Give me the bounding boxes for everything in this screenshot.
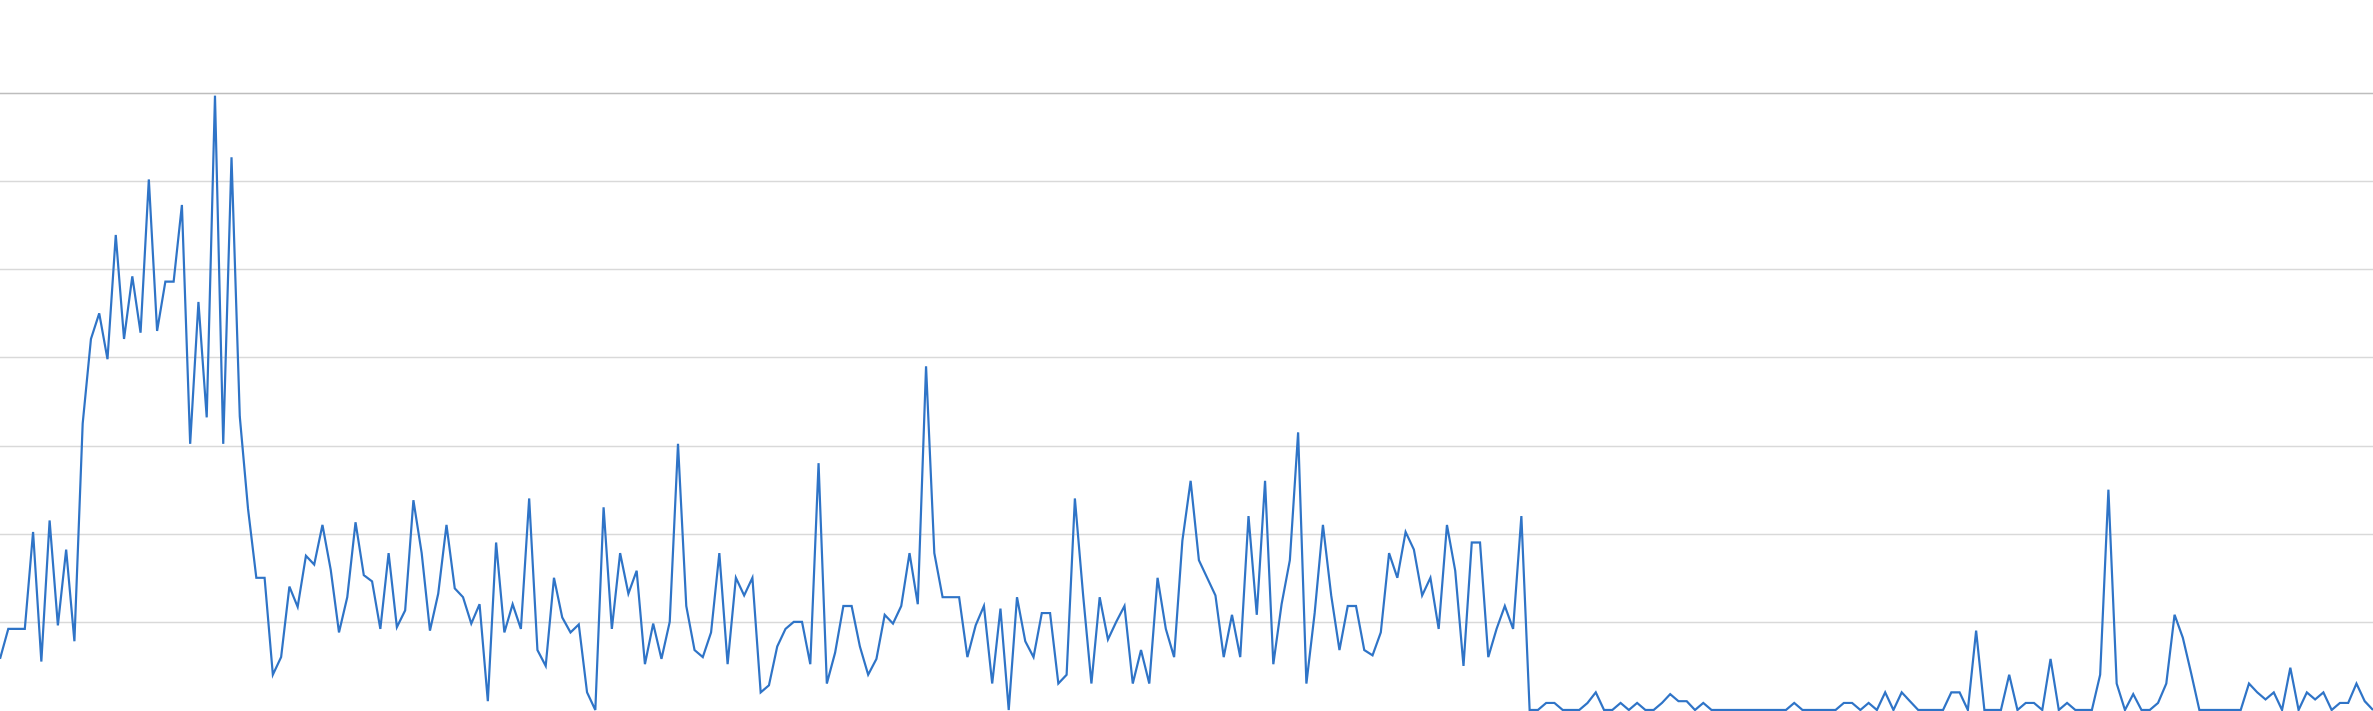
series-line-0	[0, 95, 2373, 711]
gridlines	[0, 92, 2373, 624]
series-group	[0, 95, 2373, 711]
